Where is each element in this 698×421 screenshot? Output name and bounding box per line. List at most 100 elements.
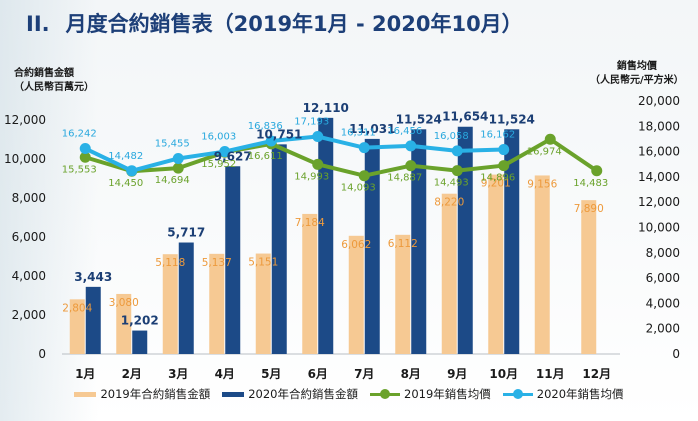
chart-legend: 2019年合約銷售金額 2020年合約銷售金額 2019年銷售均價 2020年銷…	[0, 386, 698, 402]
bar-2019	[441, 193, 457, 354]
legend-item-bar-2019: 2019年合約銷售金額	[74, 386, 210, 402]
title-text: 月度合約銷售表（2019年1月 - 2020年10月）	[65, 12, 523, 36]
series-2019-avg-price-point	[544, 133, 556, 145]
y-right-tick-label: 18,000	[638, 119, 680, 133]
line-2019-data-label: 14,993	[294, 171, 329, 182]
bar-2020	[271, 144, 287, 354]
series-2020-avg-price-point	[312, 131, 324, 143]
bar-2019-data-label: 7,184	[295, 217, 325, 229]
bar-2020	[504, 129, 520, 354]
y-right-tick-label: 6,000	[646, 271, 680, 285]
y-right-tick-label: 12,000	[638, 195, 680, 209]
x-tick-label: 1月	[75, 367, 95, 381]
bar-2019-data-label: 6,062	[341, 239, 371, 251]
y-left-tick-label: 8,000	[12, 191, 46, 205]
legend-swatch-bar-2019	[74, 391, 97, 397]
bar-2019-data-label: 7,890	[574, 203, 604, 215]
line-2020-data-label: 17,193	[294, 117, 329, 128]
line-2019-data-label: 14,896	[480, 173, 515, 184]
line-2019-data-label: 16,611	[248, 151, 283, 162]
x-tick-label: 4月	[215, 367, 235, 381]
bar-2020-data-label: 1,202	[121, 314, 159, 328]
line-2019-data-label: 16,974	[527, 146, 562, 157]
line-2020-data-label: 16,242	[62, 129, 97, 140]
series-2020-avg-price-line	[84, 134, 504, 173]
bar-2020	[411, 129, 427, 354]
y-right-tick-label: 2,000	[646, 322, 680, 336]
bar-2020	[85, 286, 101, 354]
right-axis-title-line2: （人民幣元/平方米）	[590, 75, 684, 86]
bar-2019-data-label: 5,151	[248, 257, 278, 269]
series-2020-avg-price-point	[79, 143, 91, 155]
legend-label-line-2019: 2019年銷售均價	[404, 387, 491, 401]
bar-2019-data-label: 3,080	[109, 297, 139, 309]
legend-swatch-line-2019	[370, 388, 400, 399]
x-tick-label: 9月	[447, 367, 467, 381]
series-2020-avg-price-point	[126, 165, 138, 177]
line-2020-data-label: 15,455	[155, 138, 190, 149]
line-2019-data-label: 15,553	[62, 164, 97, 175]
legend-label-line-2020: 2020年銷售均價	[536, 387, 624, 401]
bar-2020-data-label: 9,627	[214, 149, 252, 163]
bar-2019	[348, 235, 364, 354]
y-right-tick-label: 16,000	[638, 145, 680, 159]
bar-2020-data-label: 11,524	[396, 112, 442, 126]
line-2020-data-label: 16,311	[341, 128, 376, 139]
y-right-tick-label: 20,000	[638, 94, 680, 108]
y-left-tick-label: 4,000	[12, 269, 46, 283]
line-2019-data-label: 14,450	[108, 178, 143, 189]
right-axis-title: 銷售均價 （人民幣元/平方米）	[590, 60, 684, 88]
series-2019-avg-price-point	[358, 170, 370, 182]
bar-2019	[534, 175, 550, 354]
y-left-tick-label: 0	[38, 347, 46, 361]
y-right-tick-label: 4,000	[646, 296, 680, 310]
bar-2020	[225, 166, 241, 354]
bar-2019-data-label: 5,137	[202, 257, 232, 269]
bar-2019-data-label: 9,201	[481, 178, 511, 190]
bar-2019	[116, 293, 132, 354]
legend-item-line-2020: 2020年銷售均價	[502, 386, 624, 402]
legend-item-bar-2020: 2020年合約銷售金額	[222, 386, 358, 402]
left-axis-title-line2: （人民幣百萬元）	[14, 82, 94, 93]
series-2019-avg-price-line	[84, 137, 598, 178]
line-2019-data-label: 14,887	[387, 173, 422, 184]
y-right-tick-label: 8,000	[646, 246, 680, 260]
line-2020-data-label: 16,003	[201, 132, 236, 143]
x-tick-label: 11月	[536, 367, 565, 381]
bar-2019	[395, 234, 411, 354]
bar-2019	[302, 213, 318, 354]
x-tick-label: 12月	[582, 367, 611, 381]
series-2019-avg-price-point	[498, 160, 510, 172]
x-tick-label: 7月	[354, 367, 374, 381]
line-2020-data-label: 14,482	[108, 151, 143, 162]
line-2020-data-label: 16,162	[480, 130, 515, 141]
bar-2019-data-label: 9,156	[527, 178, 557, 190]
x-tick-label: 3月	[168, 367, 188, 381]
bar-2020-data-label: 10,751	[256, 127, 302, 141]
x-tick-label: 6月	[308, 367, 328, 381]
bar-2020	[364, 138, 380, 354]
series-2020-avg-price-point	[451, 145, 463, 157]
bar-2019	[255, 253, 271, 354]
x-tick-label: 8月	[401, 367, 421, 381]
bar-2020	[132, 330, 148, 354]
bar-2019	[209, 253, 225, 354]
line-2019-data-label: 14,694	[155, 175, 190, 186]
line-2020-data-label: 16,456	[387, 126, 422, 137]
legend-label-bar-2019: 2019年合約銷售金額	[100, 387, 211, 401]
series-2020-avg-price-point	[172, 152, 184, 164]
bar-2019	[69, 299, 85, 354]
bar-2019-data-label: 2,804	[62, 302, 92, 314]
line-2019-data-label: 15,952	[201, 159, 236, 170]
bar-2019-data-label: 5,118	[155, 257, 185, 269]
y-right-tick-label: 14,000	[638, 170, 680, 184]
bar-2019	[162, 254, 178, 354]
series-2019-avg-price-point	[451, 165, 463, 177]
line-2019-data-label: 14,483	[573, 178, 608, 189]
y-left-tick-label: 6,000	[12, 230, 46, 244]
bar-2020-data-label: 12,110	[303, 101, 349, 115]
line-2019-data-label: 14,093	[341, 183, 376, 194]
bar-2020	[318, 117, 334, 354]
